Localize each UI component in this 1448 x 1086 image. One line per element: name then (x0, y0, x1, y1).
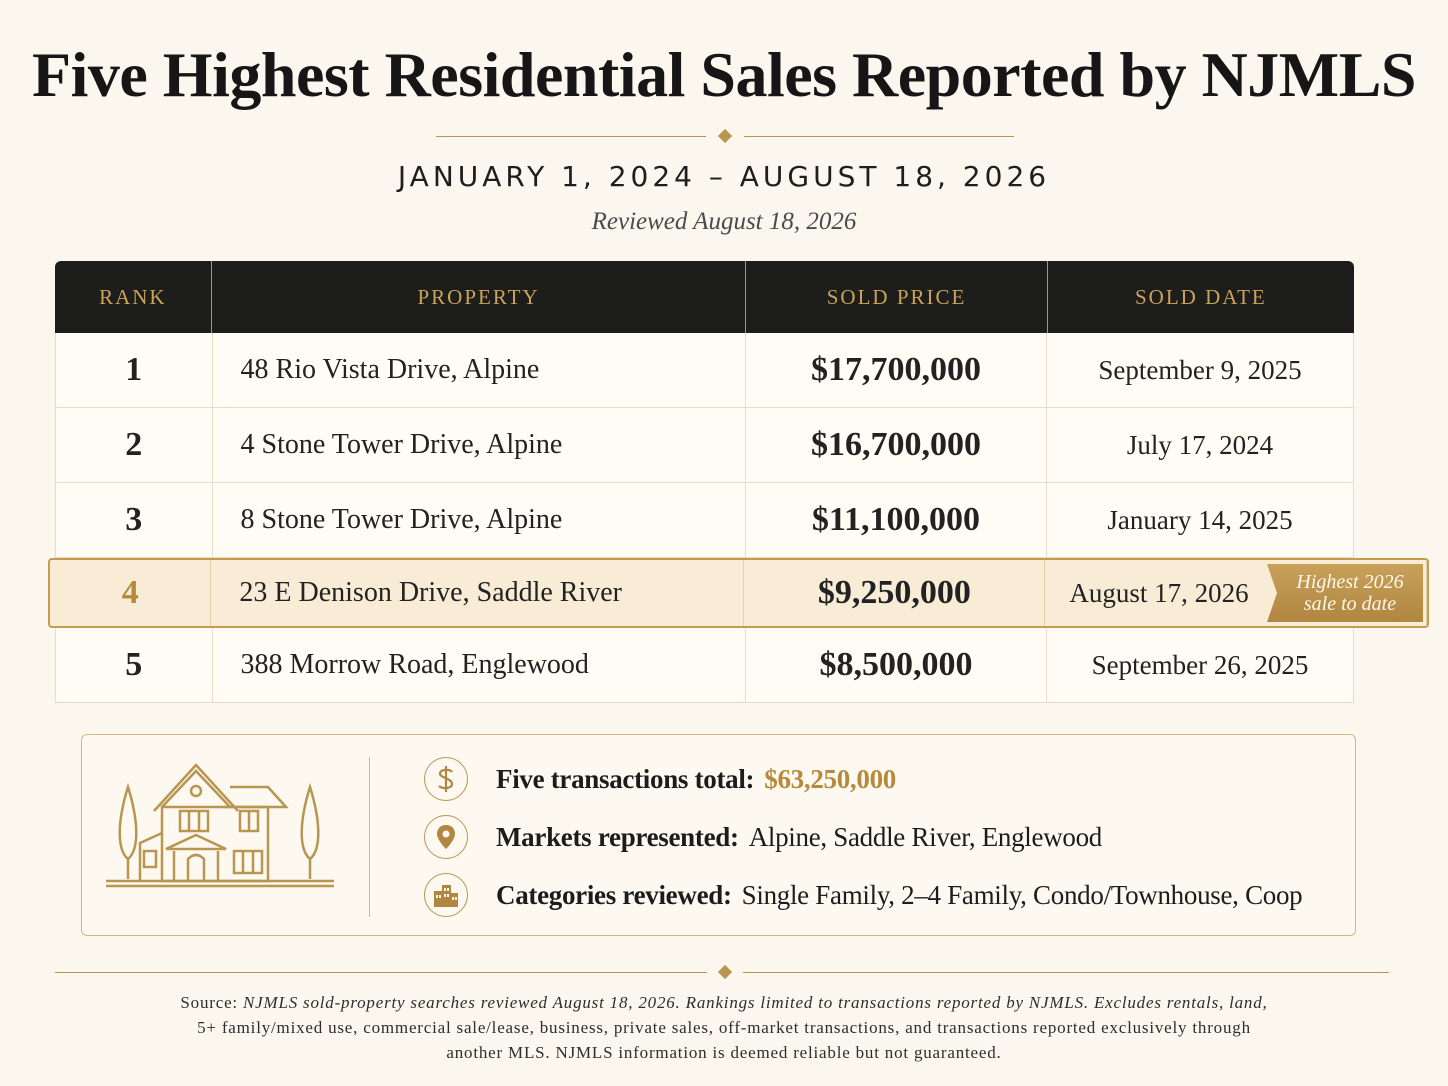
header-sold-date: SOLD DATE (1134, 284, 1267, 309)
rank-cell: 5 (56, 628, 213, 702)
date-range: JANUARY 1, 2024 – AUGUST 18, 2026 (397, 160, 1051, 193)
rank-cell: 3 (56, 483, 213, 557)
header-sold-price: SOLD PRICE (746, 261, 1048, 333)
property-cell: 48 Rio Vista Drive, Alpine (213, 333, 746, 407)
highest-2026-badge: Highest 2026 sale to date (1267, 564, 1423, 622)
summary-panel: Five transactions total: $63,250,000 Mar… (81, 734, 1356, 936)
summary-total-line: Five transactions total: $63,250,000 (424, 757, 896, 801)
date-cell: July 17, 2024 (1126, 429, 1274, 460)
source-line-3: another MLS. NJMLS information is deemed… (446, 1043, 1002, 1062)
property-cell: 388 Morrow Road, Englewood (213, 628, 746, 702)
price-cell: $17,700,000 (746, 333, 1047, 407)
price-cell: $9,250,000 (744, 560, 1046, 626)
source-line-1: NJMLS sold-property searches reviewed Au… (243, 993, 1268, 1012)
price-cell: $16,700,000 (746, 408, 1047, 482)
badge-line-1: Highest 2026 (1296, 571, 1404, 593)
property-cell: 8 Stone Tower Drive, Alpine (213, 483, 746, 557)
summary-divider (369, 757, 370, 917)
source-line-2: 5+ family/mixed use, commercial sale/lea… (197, 1018, 1251, 1037)
summary-markets-line: Markets represented: Alpine, Saddle Rive… (424, 815, 1102, 859)
date-cell: January 14, 2025 (1107, 504, 1293, 535)
property-cell: 4 Stone Tower Drive, Alpine (213, 408, 746, 482)
date-cell: September 26, 2025 (1091, 649, 1309, 680)
source-label: Source: (180, 993, 238, 1012)
total-value: $63,250,000 (764, 763, 896, 794)
price-cell: $8,500,000 (746, 628, 1047, 702)
table-row: 5 388 Morrow Road, Englewood $8,500,000 … (55, 628, 1354, 703)
rank-cell: 4 (50, 560, 212, 626)
reviewed-date: Reviewed August 18, 2026 (591, 208, 857, 235)
title-ornament (436, 128, 1014, 144)
sales-table: RANK PROPERTY SOLD PRICE SOLD DATE 1 48 … (48, 261, 1429, 703)
table-row: 2 4 Stone Tower Drive, Alpine $16,700,00… (55, 408, 1354, 483)
total-label: Five transactions total: (496, 763, 755, 794)
date-cell: September 9, 2025 (1098, 354, 1302, 385)
property-cell: 23 E Denison Drive, Saddle River (211, 560, 745, 626)
source-footnote: Source: NJMLS sold-property searches rev… (70, 990, 1378, 1065)
price-cell: $11,100,000 (746, 483, 1047, 557)
badge-line-2: sale to date (1303, 593, 1397, 615)
markets-value: Alpine, Saddle River, Englewood (748, 821, 1103, 852)
buildings-icon (424, 873, 468, 917)
footer-ornament (55, 964, 1389, 980)
dollar-icon (424, 757, 468, 801)
categories-value: Single Family, 2–4 Family, Condo/Townhou… (741, 879, 1303, 910)
table-header: RANK PROPERTY SOLD PRICE SOLD DATE (55, 261, 1354, 333)
house-illustration-icon (104, 759, 336, 894)
table-row-highlighted: 4 23 E Denison Drive, Saddle River $9,25… (48, 558, 1429, 628)
header-property: PROPERTY (212, 261, 747, 333)
location-pin-icon (424, 815, 468, 859)
markets-label: Markets represented: (496, 821, 739, 852)
table-row: 3 8 Stone Tower Drive, Alpine $11,100,00… (55, 483, 1354, 558)
page-title: Five Highest Residential Sales Reported … (32, 39, 1416, 110)
header-rank: RANK (55, 261, 212, 333)
rank-cell: 2 (56, 408, 213, 482)
table-row: 1 48 Rio Vista Drive, Alpine $17,700,000… (55, 333, 1354, 408)
categories-label: Categories reviewed: (496, 879, 732, 910)
rank-cell: 1 (56, 333, 213, 407)
summary-categories-line: Categories reviewed: Single Family, 2–4 … (424, 873, 1303, 917)
date-cell: August 17, 2026 (1045, 560, 1427, 626)
